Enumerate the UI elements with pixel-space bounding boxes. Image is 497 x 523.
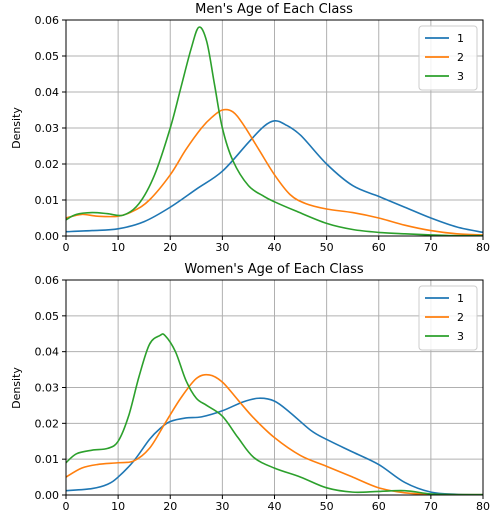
legend: 1 2 3 [418, 285, 478, 351]
y-tick-label: 0.00 [35, 230, 60, 243]
y-ticks: 0.00 0.01 0.02 0.03 0.04 0.05 0.06 [35, 14, 66, 243]
y-tick-label: 0.01 [35, 194, 60, 207]
y-tick-label: 0.04 [35, 346, 60, 359]
y-ticks: 0.00 0.01 0.02 0.03 0.04 0.05 0.06 [35, 274, 66, 502]
legend-box [418, 285, 478, 351]
series-line-2 [65, 108, 484, 236]
legend-label: 1 [457, 32, 464, 45]
y-tick-label: 0.05 [35, 310, 60, 323]
x-tick-label: 20 [163, 241, 177, 254]
y-axis-label: Density [10, 107, 23, 149]
series-line-3 [65, 333, 484, 496]
x-tick-label: 0 [63, 500, 70, 513]
legend-label: 3 [457, 330, 464, 343]
panel-men: Men's Age of Each Class Density 0 10 20 30 4… [10, 2, 490, 254]
x-tick-label: 0 [63, 241, 70, 254]
series-lines [65, 26, 484, 237]
series-line-3 [65, 26, 484, 237]
legend-label: 2 [457, 311, 464, 324]
x-ticks: 0 10 20 30 40 50 60 70 80 [63, 236, 490, 254]
x-tick-label: 10 [111, 500, 125, 513]
panel-women: Women's Age of Each Class Density 0 10 20 3… [10, 262, 490, 513]
x-tick-label: 30 [215, 500, 229, 513]
x-ticks: 0 10 20 30 40 50 60 70 80 [63, 495, 490, 513]
legend: 1 2 3 [418, 25, 478, 91]
series-lines [65, 333, 484, 496]
legend-label: 3 [457, 70, 464, 83]
x-tick-label: 40 [268, 241, 282, 254]
y-tick-label: 0.05 [35, 50, 60, 63]
x-tick-label: 10 [111, 241, 125, 254]
x-tick-label: 70 [424, 241, 438, 254]
x-tick-label: 50 [320, 500, 334, 513]
x-tick-label: 30 [215, 241, 229, 254]
x-tick-label: 20 [163, 500, 177, 513]
chart-title: Men's Age of Each Class [195, 2, 353, 17]
legend-label: 2 [457, 51, 464, 64]
x-tick-label: 80 [476, 241, 490, 254]
x-tick-label: 40 [268, 500, 282, 513]
y-tick-label: 0.00 [35, 489, 60, 502]
x-tick-label: 80 [476, 500, 490, 513]
chart-title: Women's Age of Each Class [184, 262, 363, 277]
x-tick-label: 60 [372, 241, 386, 254]
y-tick-label: 0.04 [35, 86, 60, 99]
x-tick-label: 70 [424, 500, 438, 513]
y-tick-label: 0.03 [35, 122, 60, 135]
y-tick-label: 0.03 [35, 382, 60, 395]
y-tick-label: 0.02 [35, 158, 60, 171]
y-tick-label: 0.02 [35, 417, 60, 430]
x-tick-label: 60 [372, 500, 386, 513]
legend-box [418, 25, 478, 91]
series-line-1 [65, 397, 484, 496]
y-axis-label: Density [10, 367, 23, 409]
y-tick-label: 0.06 [35, 274, 60, 287]
x-tick-label: 50 [320, 241, 334, 254]
legend-label: 1 [457, 292, 464, 305]
y-tick-label: 0.01 [35, 453, 60, 466]
y-tick-label: 0.06 [35, 14, 60, 27]
series-line-1 [65, 119, 484, 234]
